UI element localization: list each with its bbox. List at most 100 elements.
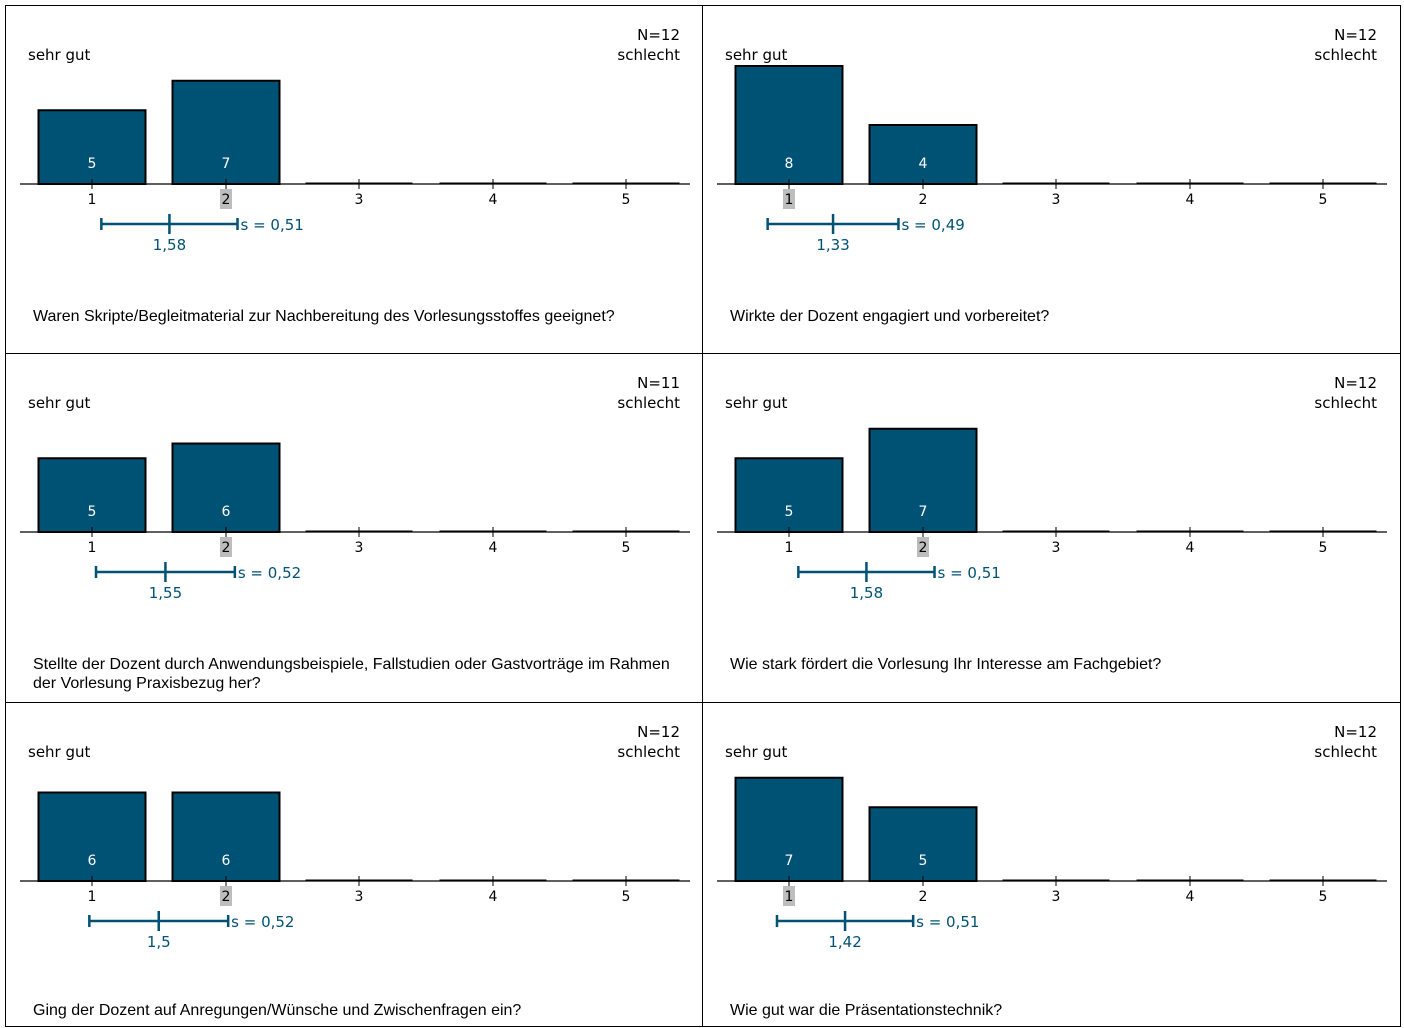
sd-label: s = 0,51 bbox=[241, 216, 304, 234]
bar bbox=[37, 457, 147, 533]
chart-panel: N=12 schlecht sehr gut 5 7 1 2 3 4 5 1,58 s = 0,51 W… bbox=[703, 354, 1401, 703]
x-tick-label: 5 bbox=[622, 540, 631, 556]
bar-value-label: 7 bbox=[785, 853, 794, 869]
sd-label: s = 0,52 bbox=[238, 564, 301, 582]
question-text: Wirkte der Dozent engagiert und vorberei… bbox=[730, 308, 1050, 325]
x-tick-label: 3 bbox=[355, 540, 364, 556]
x-tick-label: 2 bbox=[919, 192, 928, 208]
scale-right-label: schlecht bbox=[617, 394, 680, 412]
bar-value-label: 6 bbox=[88, 853, 97, 869]
n-label: N=11 bbox=[637, 374, 680, 392]
scale-left-label: sehr gut bbox=[725, 394, 788, 412]
bar-chart: N=12 schlecht sehr gut 6 6 1 2 3 4 5 1,5 s = 0,52 bbox=[20, 723, 690, 951]
x-tick-label: 1 bbox=[785, 540, 794, 556]
x-tick-label: 4 bbox=[1186, 889, 1195, 905]
x-tick-label: 3 bbox=[355, 192, 364, 208]
bar-value-label: 5 bbox=[88, 156, 97, 172]
chart-panel: N=12 schlecht sehr gut 6 6 1 2 3 4 5 1,5 s = 0,52 Gi… bbox=[5, 703, 703, 1027]
bar bbox=[734, 65, 844, 185]
bar bbox=[734, 457, 844, 533]
median-highlight bbox=[783, 886, 795, 906]
x-tick-label: 5 bbox=[622, 192, 631, 208]
bar-value-label: 5 bbox=[88, 504, 97, 520]
mean-label: 1,5 bbox=[147, 933, 171, 951]
mean-label: 1,55 bbox=[149, 584, 182, 602]
x-tick-label: 1 bbox=[785, 192, 794, 208]
sd-label: s = 0,49 bbox=[901, 216, 964, 234]
bar bbox=[868, 427, 978, 533]
bar-chart: N=12 schlecht sehr gut 7 5 1 2 3 4 5 1,42 s = 0,51 bbox=[717, 723, 1387, 951]
chart-panel: N=11 schlecht sehr gut 5 6 1 2 3 4 5 1,55 s = 0,52 S… bbox=[5, 354, 703, 703]
mean-label: 1,33 bbox=[816, 236, 849, 254]
bar bbox=[734, 776, 844, 882]
mean-label: 1,42 bbox=[828, 933, 861, 951]
scale-left-label: sehr gut bbox=[28, 46, 91, 64]
n-label: N=12 bbox=[637, 26, 680, 44]
scale-left-label: sehr gut bbox=[725, 743, 788, 761]
x-tick-label: 1 bbox=[88, 192, 97, 208]
median-highlight bbox=[220, 189, 232, 209]
median-highlight bbox=[220, 886, 232, 906]
scale-right-label: schlecht bbox=[617, 743, 680, 761]
scale-right-label: schlecht bbox=[617, 46, 680, 64]
x-tick-label: 2 bbox=[222, 192, 231, 208]
bar-value-label: 7 bbox=[919, 504, 928, 520]
bar bbox=[37, 791, 147, 882]
scale-right-label: schlecht bbox=[1314, 46, 1377, 64]
scale-right-label: schlecht bbox=[1314, 743, 1377, 761]
bar bbox=[171, 791, 281, 882]
n-label: N=12 bbox=[1334, 26, 1377, 44]
x-tick-label: 5 bbox=[1319, 540, 1328, 556]
x-tick-label: 3 bbox=[355, 889, 364, 905]
chart-panel: N=12 schlecht sehr gut 5 7 1 2 3 4 5 1,58 s = 0,51 W… bbox=[5, 5, 703, 354]
sd-label: s = 0,51 bbox=[916, 913, 979, 931]
chart-panel: N=12 schlecht sehr gut 7 5 1 2 3 4 5 1,42 s = 0,51 W… bbox=[703, 703, 1401, 1027]
x-tick-label: 2 bbox=[919, 540, 928, 556]
mean-label: 1,58 bbox=[850, 584, 883, 602]
x-tick-label: 1 bbox=[88, 540, 97, 556]
x-tick-label: 4 bbox=[489, 540, 498, 556]
n-label: N=12 bbox=[637, 723, 680, 741]
median-highlight bbox=[220, 537, 232, 557]
scale-right-label: schlecht bbox=[1314, 394, 1377, 412]
x-tick-label: 4 bbox=[1186, 192, 1195, 208]
scale-left-label: sehr gut bbox=[28, 394, 91, 412]
n-label: N=12 bbox=[1334, 374, 1377, 392]
x-tick-label: 1 bbox=[785, 889, 794, 905]
sd-label: s = 0,52 bbox=[231, 913, 294, 931]
x-tick-label: 2 bbox=[222, 889, 231, 905]
question-text: Stellte der Dozent durch Anwendungsbeisp… bbox=[33, 656, 670, 692]
x-tick-label: 3 bbox=[1052, 889, 1061, 905]
bar bbox=[171, 79, 281, 185]
x-tick-label: 3 bbox=[1052, 540, 1061, 556]
x-tick-label: 5 bbox=[622, 889, 631, 905]
x-tick-label: 4 bbox=[489, 889, 498, 905]
scale-left-label: sehr gut bbox=[28, 743, 91, 761]
bar-value-label: 5 bbox=[785, 504, 794, 520]
bar-value-label: 6 bbox=[222, 853, 231, 869]
x-tick-label: 5 bbox=[1319, 192, 1328, 208]
question-text: Ging der Dozent auf Anregungen/Wünsche u… bbox=[33, 1002, 522, 1019]
bar-chart: N=12 schlecht sehr gut 5 7 1 2 3 4 5 1,58 s = 0,51 bbox=[20, 26, 690, 254]
bar bbox=[171, 442, 281, 533]
x-tick-label: 3 bbox=[1052, 192, 1061, 208]
median-highlight bbox=[783, 189, 795, 209]
bar-value-label: 7 bbox=[222, 156, 231, 172]
bar-value-label: 5 bbox=[919, 853, 928, 869]
sd-label: s = 0,51 bbox=[938, 564, 1001, 582]
question-text: Waren Skripte/Begleitmaterial zur Nachbe… bbox=[33, 308, 615, 325]
bar-chart: N=12 schlecht sehr gut 5 7 1 2 3 4 5 1,58 s = 0,51 bbox=[717, 374, 1387, 602]
bar bbox=[868, 124, 978, 185]
scale-left-label: sehr gut bbox=[725, 46, 788, 64]
bar-value-label: 4 bbox=[919, 156, 928, 172]
bar bbox=[868, 806, 978, 882]
bar-value-label: 6 bbox=[222, 504, 231, 520]
median-highlight bbox=[917, 537, 929, 557]
n-label: N=12 bbox=[1334, 723, 1377, 741]
bar-value-label: 8 bbox=[785, 156, 794, 172]
chart-panel: N=12 schlecht sehr gut 8 4 1 2 3 4 5 1,33 s = 0,49 W… bbox=[703, 5, 1401, 354]
x-tick-label: 5 bbox=[1319, 889, 1328, 905]
bar-chart: N=12 schlecht sehr gut 8 4 1 2 3 4 5 1,33 s = 0,49 bbox=[717, 26, 1387, 254]
mean-label: 1,58 bbox=[153, 236, 186, 254]
